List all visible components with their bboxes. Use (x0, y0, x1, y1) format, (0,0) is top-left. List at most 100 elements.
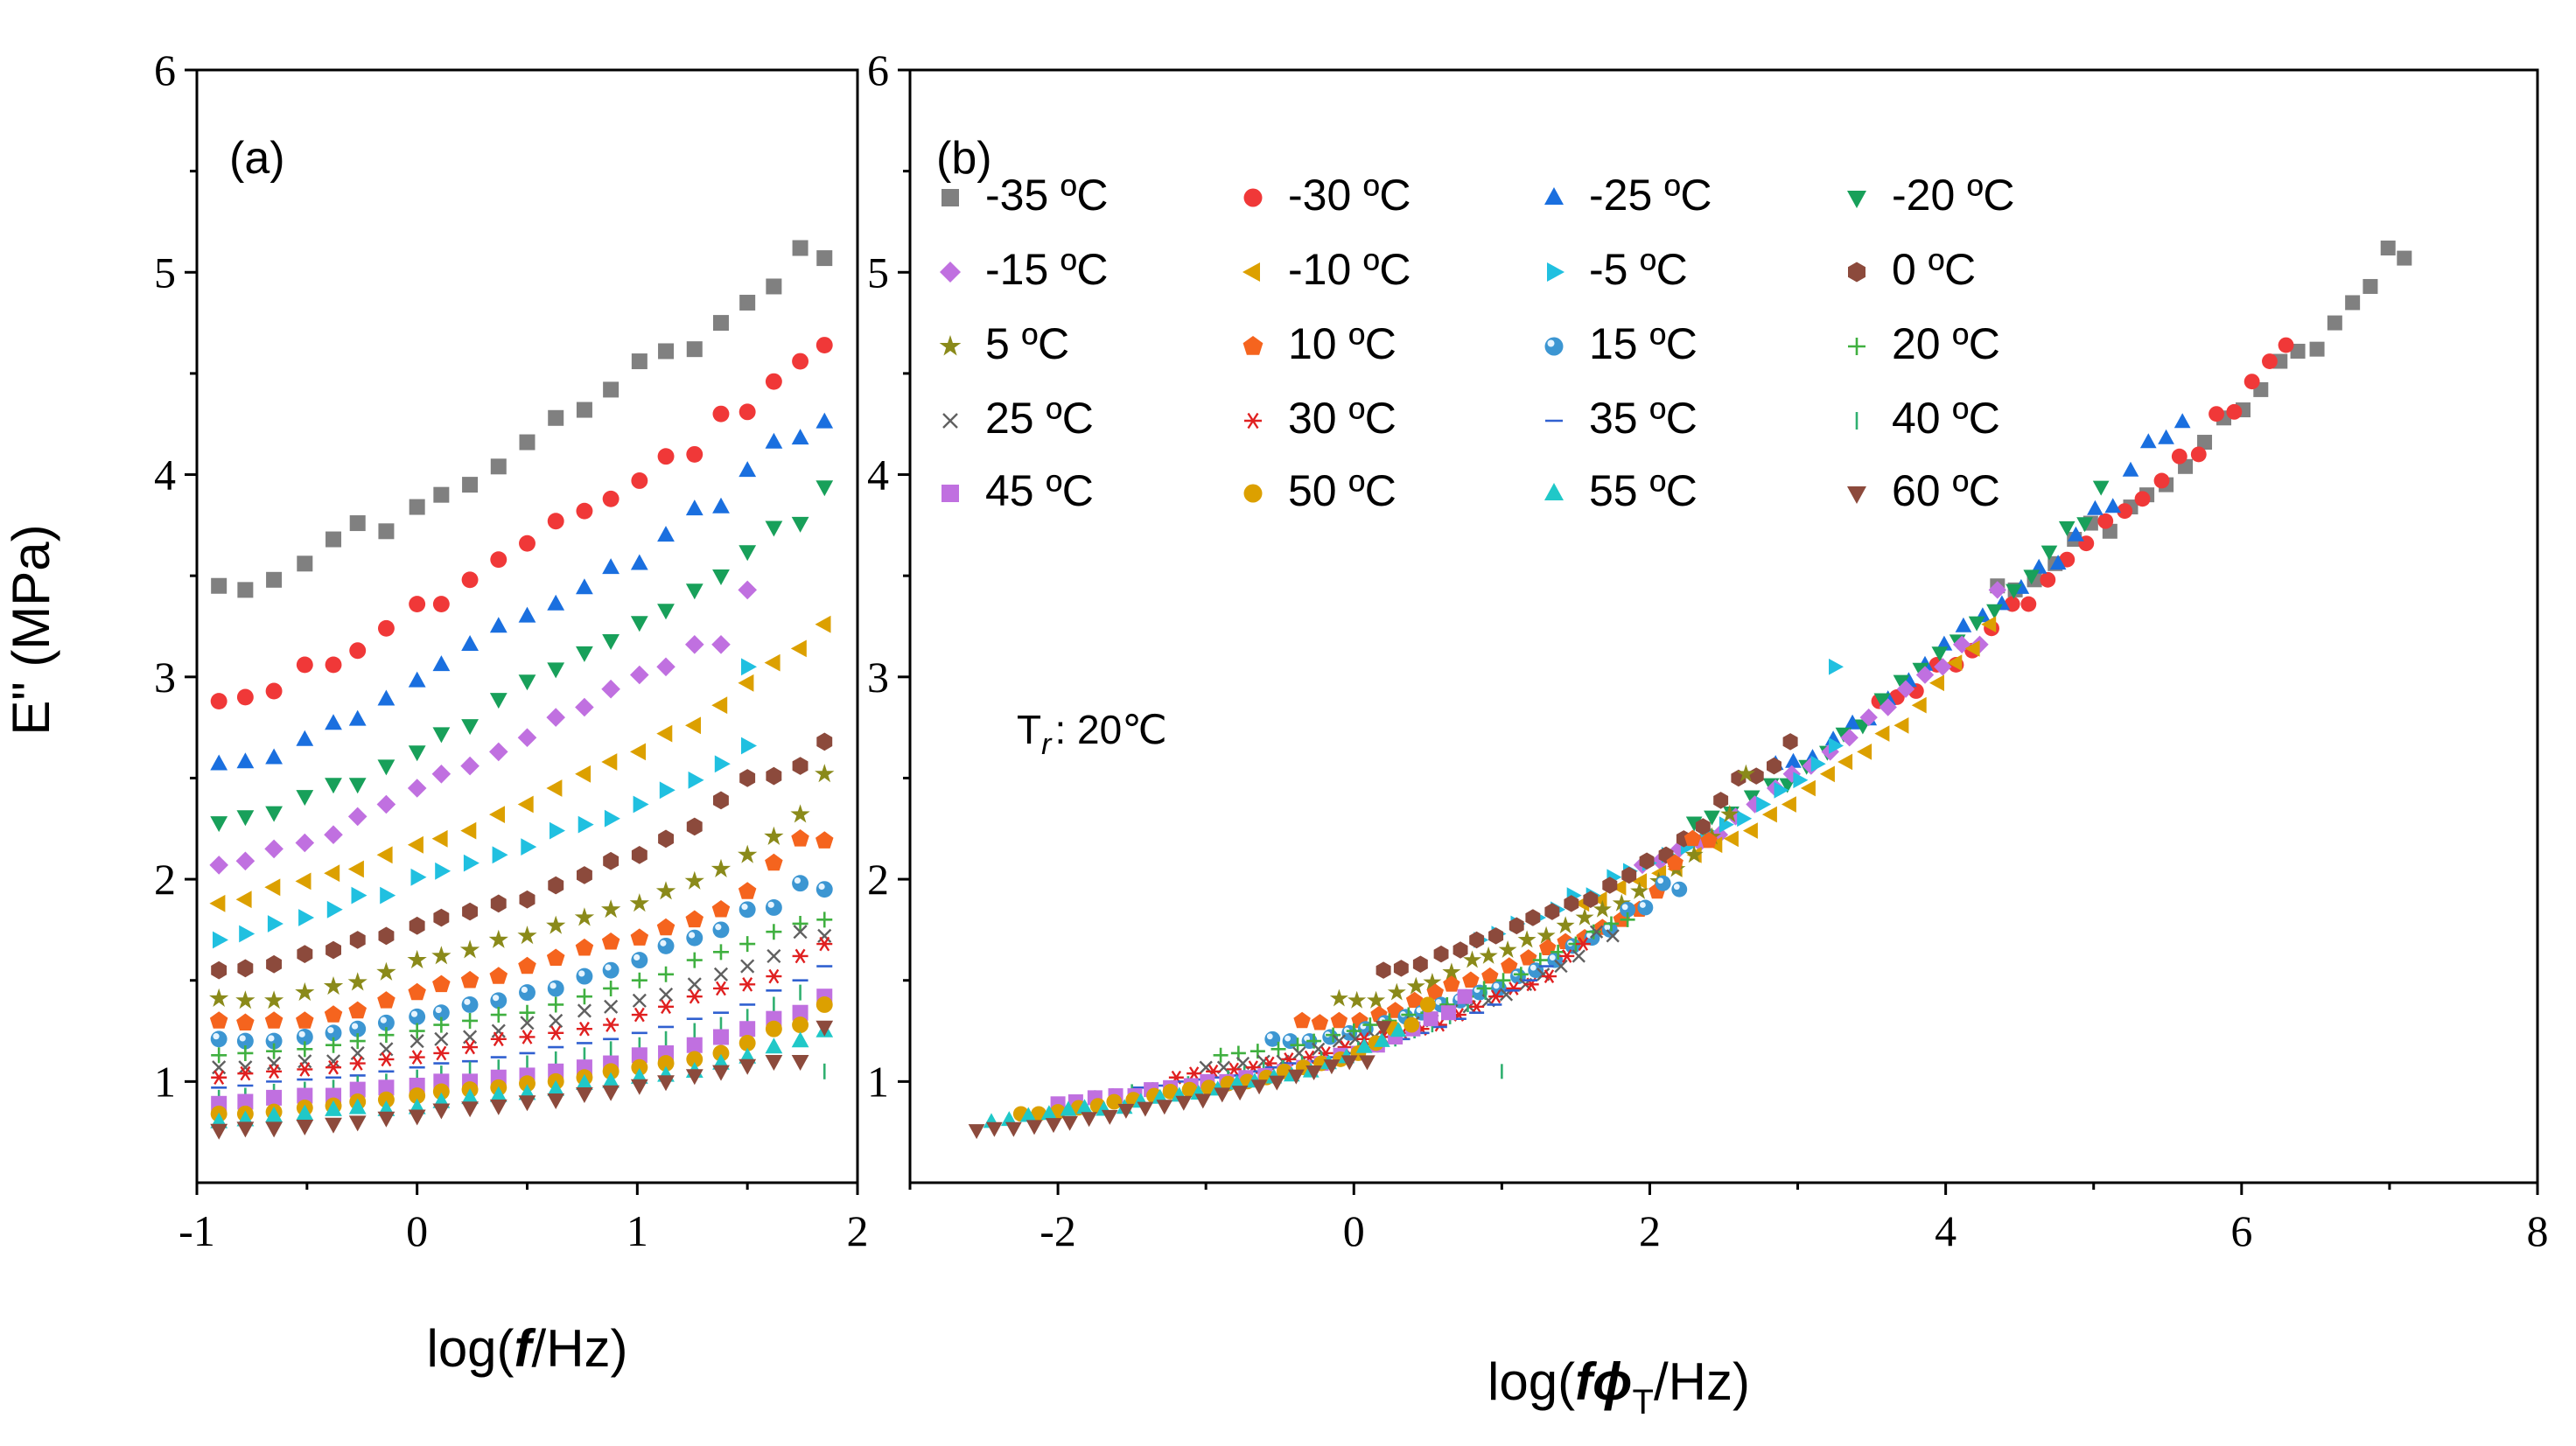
data-point (738, 545, 757, 562)
data-point (1452, 941, 1468, 959)
data-point (576, 402, 592, 418)
data-point (738, 403, 756, 421)
data-point (1723, 830, 1739, 848)
data-point (1469, 999, 1485, 1014)
y-tick-label: 4 (867, 451, 889, 499)
data-point (489, 1099, 508, 1115)
data-point (521, 838, 537, 856)
data-point (2309, 341, 2325, 357)
data-point (264, 1011, 284, 1029)
data-point (1720, 805, 1740, 822)
legend-label: 50 ºC (1288, 466, 1396, 515)
data-point (1005, 1121, 1022, 1137)
data-point (489, 742, 508, 762)
data-point (517, 728, 537, 747)
data-point (739, 769, 756, 787)
data-point (1440, 1005, 1456, 1021)
data-point (1326, 1027, 1341, 1043)
data-point (518, 674, 536, 691)
legend-label: 45 ºC (985, 466, 1094, 515)
data-point (1793, 772, 1809, 789)
data-point (765, 1055, 783, 1071)
data-point (460, 970, 480, 988)
data-point (348, 1001, 367, 1019)
data-point (2278, 337, 2294, 353)
data-point (349, 931, 366, 949)
data-point (211, 1070, 228, 1086)
data-point (2197, 435, 2213, 451)
data-point (603, 1017, 620, 1032)
data-point (766, 924, 782, 940)
data-point (739, 977, 756, 992)
data-point (575, 765, 592, 783)
data-point (1443, 975, 1460, 992)
legend-entry: 15 ºC (1544, 319, 1698, 368)
panel-b: -2 0 2 4 6 8 1 2 3 4 5 6 (b) -35 ºC -30 ºC -25 ºC -20 … (867, 45, 2549, 1422)
x-tick-label: 2 (847, 1206, 869, 1255)
data-point (490, 894, 507, 913)
data-point (1838, 753, 1853, 771)
data-point (1311, 1014, 1329, 1030)
data-point (210, 754, 228, 771)
data-point (432, 1004, 450, 1022)
data-point (2104, 498, 2122, 513)
data-point (236, 1032, 254, 1050)
data-point (1800, 779, 1816, 797)
data-point (349, 1056, 366, 1071)
data-point (630, 1079, 648, 1095)
data-point (209, 856, 228, 875)
data-point (377, 1091, 395, 1108)
data-point (1670, 840, 1689, 858)
data-point (209, 988, 229, 1007)
data-point (2171, 448, 2188, 465)
data-point (1556, 916, 1575, 934)
legend-entry: -5 ºC (1547, 245, 1688, 294)
data-point (1081, 1112, 1097, 1128)
data-point (1911, 696, 1927, 714)
data-point (434, 1031, 449, 1046)
data-point (2049, 555, 2067, 570)
data-point (1457, 988, 1473, 1004)
data-point (633, 795, 649, 814)
data-point (601, 679, 620, 699)
data-point (1536, 926, 1556, 944)
data-point (686, 929, 704, 947)
legend: -35 ºC -30 ºC -25 ºC -20 ºC -15 ºC -10 ºC -5 º… (939, 171, 2015, 515)
data-point (265, 1106, 283, 1122)
data-point (433, 486, 450, 503)
data-point (239, 925, 256, 943)
data-point (213, 931, 228, 949)
data-point (210, 816, 228, 833)
data-point (601, 753, 618, 771)
data-point (631, 1058, 648, 1076)
data-point (1981, 616, 1997, 632)
data-point (432, 1083, 450, 1100)
data-point (520, 1016, 535, 1030)
data-point (298, 1054, 312, 1069)
data-point (323, 976, 344, 995)
data-point (658, 343, 675, 360)
data-point (602, 1063, 620, 1080)
data-point (738, 882, 757, 899)
data-point (547, 662, 565, 679)
data-point (459, 940, 480, 959)
data-point (685, 910, 704, 928)
data-point (657, 1055, 675, 1072)
data-point (1498, 940, 1517, 958)
data-point (408, 1109, 426, 1126)
data-point (324, 825, 343, 844)
legend-label: -15 ºC (985, 245, 1109, 294)
data-point (1737, 810, 1753, 828)
panel-b-points (968, 241, 2412, 1140)
data-point (432, 974, 451, 993)
data-point (1929, 674, 1944, 692)
data-point (432, 727, 451, 744)
data-point (1896, 680, 1915, 698)
data-point (1632, 873, 1648, 890)
data-point (740, 959, 755, 974)
data-point (410, 1034, 424, 1049)
data-point (433, 908, 450, 927)
data-point (1426, 983, 1444, 1000)
data-point (235, 990, 256, 1009)
data-point (657, 937, 675, 954)
